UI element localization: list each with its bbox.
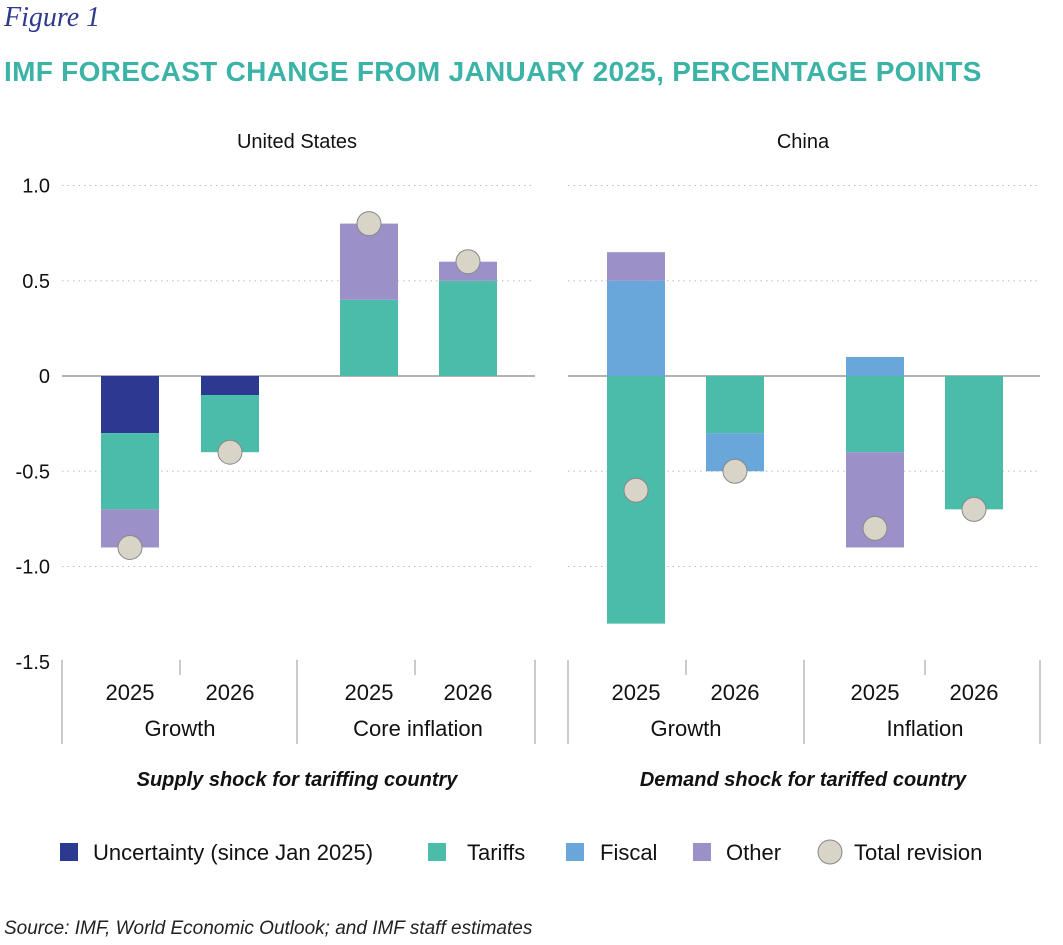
china-bar-tariffs-inflation-2026 <box>945 376 1003 510</box>
legend-marker-fiscal <box>566 843 584 861</box>
figure-label: Figure 1 <box>4 2 101 33</box>
y-tick-label: -0.5 <box>16 461 50 483</box>
us-total-marker <box>217 439 243 465</box>
us-category-label: 2026 <box>206 680 255 705</box>
us-total-marker <box>356 211 382 237</box>
us-panel-title: United States <box>237 131 357 153</box>
legend-label-total: Total revision <box>854 840 982 865</box>
china-bar-fiscal-inflation-2025 <box>846 356 904 376</box>
y-tick-label: 0.5 <box>22 271 50 293</box>
legend-label-fiscal: Fiscal <box>600 840 657 865</box>
us-category-label: 2025 <box>106 680 155 705</box>
y-tick-label: 1.0 <box>22 176 50 198</box>
y-tick-label: -1.5 <box>16 652 50 674</box>
us-bar-tariffs-core-inflation-2026 <box>439 280 497 376</box>
china-bar-tariffs-growth-2026 <box>706 376 764 434</box>
us-bar-tariffs-core-inflation-2025 <box>340 299 398 376</box>
china-bar-other-growth-2025 <box>607 252 665 281</box>
us-bar-tariffs-growth-2025 <box>101 433 159 510</box>
china-total-marker <box>961 496 987 522</box>
china-category-label: 2026 <box>950 680 999 705</box>
us-group-label: Growth <box>145 716 216 741</box>
china-total-marker <box>623 477 649 503</box>
china-total-marker <box>862 515 888 541</box>
china-category-label: 2025 <box>612 680 661 705</box>
us-category-label: 2026 <box>444 680 493 705</box>
china-total-marker <box>722 458 748 484</box>
legend-marker-other <box>693 843 711 861</box>
legend-label-tariffs: Tariffs <box>467 840 525 865</box>
china-group-label: Inflation <box>886 716 963 741</box>
china-bar-tariffs-inflation-2025 <box>846 376 904 453</box>
chart-title: IMF FORECAST CHANGE FROM JANUARY 2025, P… <box>4 56 982 87</box>
china-panel-title: China <box>777 131 830 153</box>
china-group-label: Growth <box>651 716 722 741</box>
legend-marker-tariffs <box>428 843 446 861</box>
us-group-label: Core inflation <box>353 716 483 741</box>
us-total-marker <box>455 249 481 275</box>
china-category-label: 2026 <box>711 680 760 705</box>
us-bar-other-core-inflation-2025 <box>340 223 398 300</box>
source-note: Source: IMF, World Economic Outlook; and… <box>4 918 533 939</box>
us-bar-uncertainty-growth-2025 <box>101 376 159 434</box>
legend-marker-total <box>817 839 843 865</box>
us-category-label: 2025 <box>345 680 394 705</box>
legend-label-other: Other <box>726 840 781 865</box>
y-tick-label: -1.0 <box>16 557 50 579</box>
china-category-label: 2025 <box>851 680 900 705</box>
us-bar-uncertainty-growth-2026 <box>201 376 259 396</box>
us-total-marker <box>117 534 143 560</box>
china-bar-fiscal-growth-2025 <box>607 280 665 376</box>
china-panel-subtitle: Demand shock for tariffed country <box>640 769 967 791</box>
legend-label-uncertainty: Uncertainty (since Jan 2025) <box>93 840 373 865</box>
us-panel-subtitle: Supply shock for tariffing country <box>137 769 459 791</box>
legend-marker-uncertainty <box>60 843 78 861</box>
y-tick-label: 0 <box>39 366 50 388</box>
